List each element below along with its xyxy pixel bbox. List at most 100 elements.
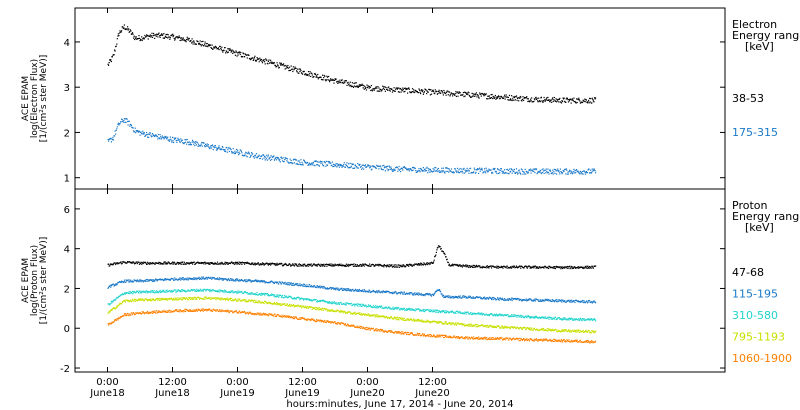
data-point xyxy=(432,311,434,313)
data-point xyxy=(571,318,573,320)
data-point xyxy=(309,284,311,286)
data-point xyxy=(202,276,204,278)
data-point xyxy=(114,49,116,51)
data-point xyxy=(349,264,351,266)
data-point xyxy=(284,295,286,297)
data-point xyxy=(127,299,129,301)
data-point xyxy=(567,318,570,320)
data-point xyxy=(167,37,169,39)
data-point xyxy=(179,36,181,38)
data-point xyxy=(172,261,174,263)
data-point xyxy=(294,159,297,161)
data-point xyxy=(281,160,284,162)
data-point xyxy=(219,263,221,265)
data-point xyxy=(222,279,225,281)
data-point xyxy=(566,300,568,302)
data-point xyxy=(591,319,593,321)
data-point xyxy=(338,81,340,83)
data-point xyxy=(406,88,408,90)
data-point xyxy=(179,277,181,279)
data-point xyxy=(292,305,294,307)
data-point xyxy=(362,289,364,291)
data-point xyxy=(151,135,153,137)
data-point xyxy=(153,280,155,282)
data-point xyxy=(344,288,346,290)
data-point xyxy=(381,90,383,92)
data-point xyxy=(349,85,351,87)
data-point xyxy=(545,98,547,100)
data-point xyxy=(356,289,358,291)
data-point xyxy=(487,171,489,173)
data-point xyxy=(197,41,199,43)
data-point xyxy=(279,63,281,65)
data-point xyxy=(267,294,269,297)
data-point xyxy=(166,262,168,264)
data-point xyxy=(221,145,223,148)
data-point xyxy=(205,43,207,45)
data-point xyxy=(305,73,307,75)
data-point xyxy=(500,314,502,316)
data-point xyxy=(563,170,565,172)
data-point xyxy=(422,294,424,296)
data-point xyxy=(387,89,389,91)
data-point xyxy=(201,276,203,278)
data-point xyxy=(420,264,422,266)
data-point xyxy=(508,316,511,318)
data-point xyxy=(307,164,310,166)
data-point xyxy=(233,152,235,154)
data-point xyxy=(209,44,212,46)
data-point xyxy=(175,299,177,301)
data-point xyxy=(593,101,595,103)
data-point xyxy=(298,68,300,70)
data-point xyxy=(231,291,233,293)
data-point xyxy=(427,264,429,266)
data-point xyxy=(501,297,503,299)
data-point xyxy=(182,261,184,263)
data-point xyxy=(375,305,377,307)
data-point xyxy=(391,170,394,172)
data-point xyxy=(133,262,135,264)
data-point xyxy=(310,264,312,266)
data-point xyxy=(159,262,161,264)
data-point xyxy=(345,304,347,306)
data-point xyxy=(491,313,493,315)
data-point xyxy=(240,150,242,152)
data-point xyxy=(211,147,213,149)
data-point xyxy=(293,264,295,266)
data-point xyxy=(154,37,156,39)
data-point xyxy=(420,92,422,95)
data-point xyxy=(245,299,247,301)
data-point xyxy=(428,168,430,170)
data-point xyxy=(315,309,317,311)
data-point xyxy=(135,129,137,132)
data-point xyxy=(151,263,153,265)
data-point xyxy=(168,140,170,142)
data-point xyxy=(515,315,518,317)
data-point xyxy=(469,313,471,315)
data-point xyxy=(112,139,115,141)
data-point xyxy=(316,75,318,77)
data-point xyxy=(231,300,233,302)
data-point xyxy=(436,290,438,292)
data-point xyxy=(540,316,542,318)
data-point xyxy=(468,94,470,97)
data-point xyxy=(193,278,195,281)
data-point xyxy=(408,88,410,90)
data-point xyxy=(527,315,529,317)
data-point xyxy=(398,87,400,89)
data-point xyxy=(549,265,551,267)
data-point xyxy=(175,137,177,139)
data-point xyxy=(218,278,220,280)
data-point xyxy=(281,158,283,160)
data-point xyxy=(207,144,209,146)
series-310-580 xyxy=(107,288,597,322)
data-point xyxy=(527,100,529,103)
data-point xyxy=(587,301,589,303)
data-point xyxy=(333,82,335,84)
data-point xyxy=(146,34,148,36)
data-point xyxy=(481,167,483,169)
data-point xyxy=(543,96,545,99)
data-point xyxy=(586,300,588,302)
data-point xyxy=(155,34,157,36)
data-point xyxy=(287,282,289,284)
